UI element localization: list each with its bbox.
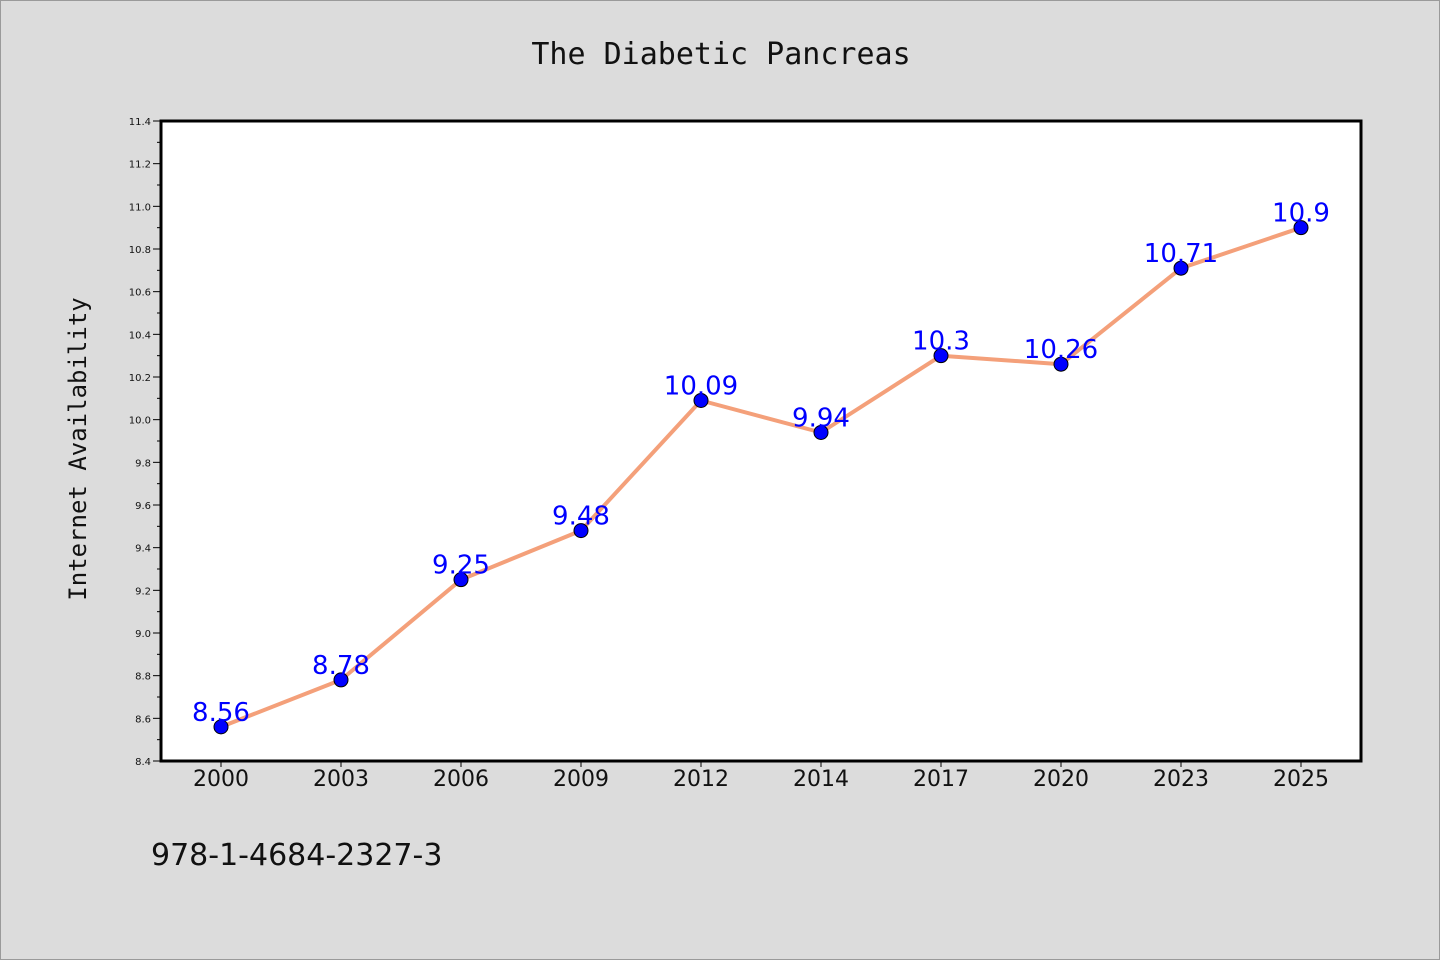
chart-title: The Diabetic Pancreas <box>531 37 910 72</box>
y-tick-label: 10.8 <box>129 245 151 256</box>
data-label: 10.26 <box>1024 335 1098 365</box>
data-point <box>333 672 349 688</box>
data-label: 10.9 <box>1272 199 1330 229</box>
data-label: 8.56 <box>192 698 250 728</box>
plot-frame <box>159 119 1363 763</box>
y-tick-label: 10.0 <box>129 416 151 427</box>
data-label: 10.09 <box>664 371 738 401</box>
y-tick-label: 8.8 <box>135 672 151 683</box>
x-tick-label: 2017 <box>913 767 969 792</box>
data-point <box>933 348 949 364</box>
series-layer <box>213 220 1309 735</box>
data-point <box>1173 260 1189 276</box>
plot-area <box>161 121 1361 761</box>
data-point <box>693 392 709 408</box>
footer-code: 978-1-4684-2327-3 <box>151 838 442 873</box>
x-tick-label: 2025 <box>1273 767 1329 792</box>
series-line <box>219 225 1303 729</box>
data-point <box>213 719 229 735</box>
data-point <box>813 424 829 440</box>
x-tick-label: 2006 <box>433 767 489 792</box>
y-tick-label: 11.2 <box>129 160 151 171</box>
y-tick-label: 9.8 <box>135 458 151 469</box>
y-axis: 8.4 8.6 8.8 9.0 9.2 9.4 9.6 9.8 10.0 10.2 10.4 10.6… <box>129 117 161 768</box>
data-label: 8.78 <box>312 651 370 681</box>
y-tick-label: 9.6 <box>135 501 151 512</box>
y-tick-label: 9.0 <box>135 629 151 640</box>
x-tick-label: 2012 <box>673 767 729 792</box>
y-tick-label: 8.6 <box>135 714 151 725</box>
data-point <box>1053 356 1069 372</box>
data-label: 9.48 <box>552 502 610 532</box>
x-tick-label: 2003 <box>313 767 369 792</box>
y-tick-label: 10.2 <box>129 373 151 384</box>
x-tick-label: 2009 <box>553 767 609 792</box>
y-tick-label: 9.2 <box>135 586 151 597</box>
x-tick-label: 2020 <box>1033 767 1089 792</box>
data-label: 9.94 <box>792 403 850 433</box>
y-tick-label: 11.0 <box>129 202 151 213</box>
data-point <box>453 572 469 588</box>
x-tick-label: 2000 <box>193 767 249 792</box>
data-label: 10.3 <box>912 327 970 357</box>
data-label: 10.71 <box>1144 239 1218 269</box>
data-labels: 8.56 8.78 9.25 9.48 10.09 9.94 10.3 10.26 10.71 1… <box>192 199 1330 728</box>
y-tick-label: 8.4 <box>135 757 151 768</box>
data-point <box>573 523 589 539</box>
y-tick-label: 9.4 <box>135 544 151 555</box>
y-tick-label: 10.4 <box>129 330 151 341</box>
x-axis: 2000 2003 2006 2009 2012 2014 2017 2020 2023 2025 <box>193 761 1329 792</box>
data-label: 9.25 <box>432 551 490 581</box>
data-point <box>1293 220 1309 236</box>
x-tick-label: 2023 <box>1153 767 1209 792</box>
y-axis-label: Internet Availability <box>64 297 92 600</box>
y-tick-label: 11.4 <box>129 117 151 128</box>
y-tick-label: 10.6 <box>129 288 151 299</box>
x-tick-label: 2014 <box>793 767 849 792</box>
